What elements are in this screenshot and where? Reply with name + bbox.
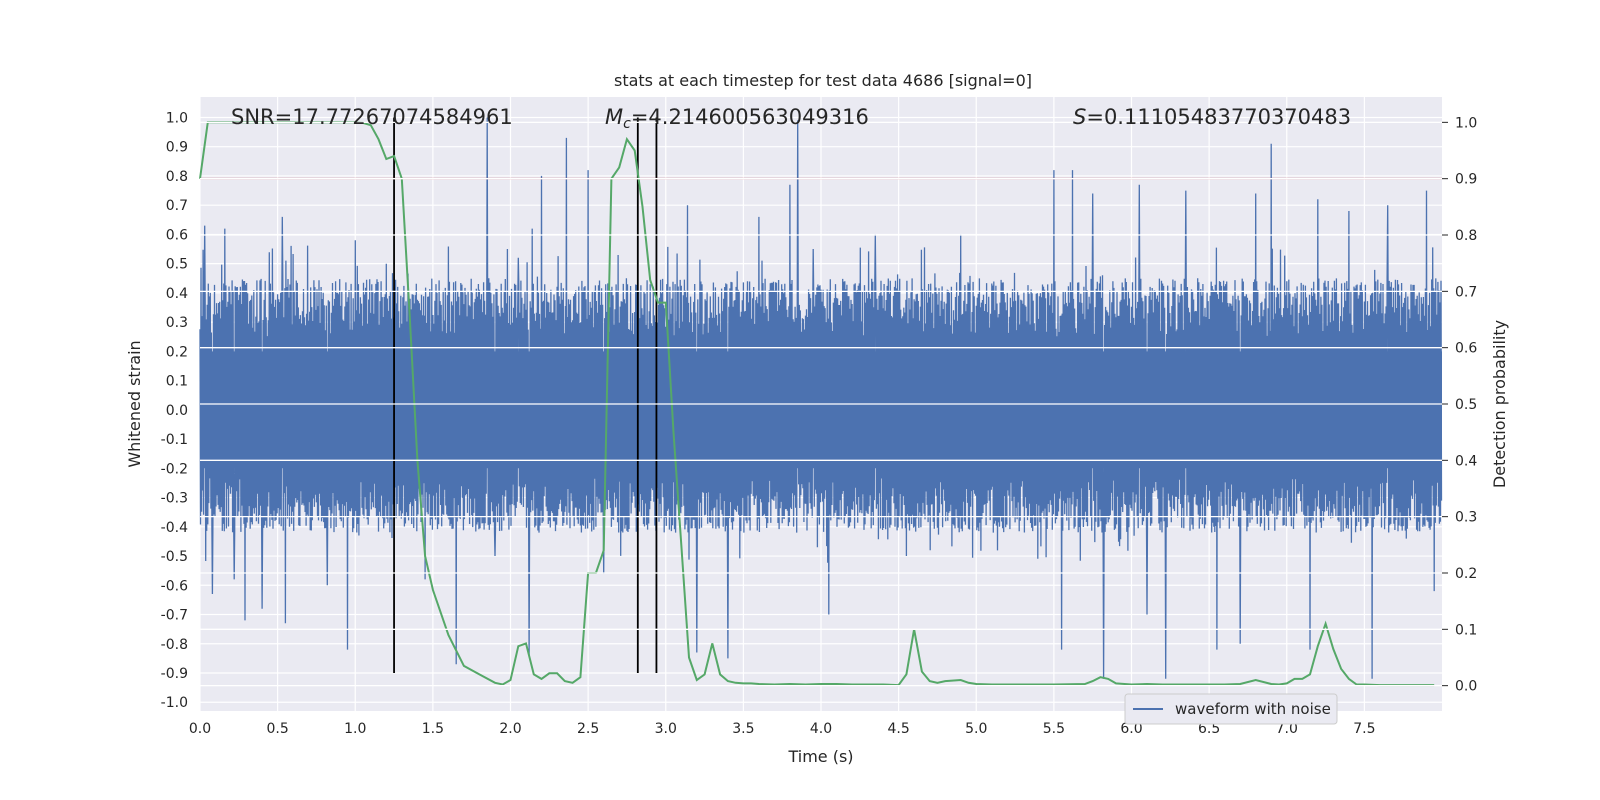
x-tick-label: 4.0 <box>810 721 832 737</box>
s-annotation: S=0.11105483770370483 <box>1073 105 1351 129</box>
y-tick-label: 0.9 <box>166 140 188 156</box>
y-tick-label: 0.0 <box>166 403 188 419</box>
y-tick-label: -0.1 <box>161 432 188 448</box>
y-tick-label: -0.5 <box>161 549 188 565</box>
y2-tick-label: 0.5 <box>1455 397 1477 413</box>
y-tick-label: 0.3 <box>166 315 188 331</box>
y-tick-label: -0.6 <box>161 578 188 594</box>
y-axis-ticks: -1.0 -0.9 -0.8 -0.7 -0.6 -0.5 -0.4 -0.3 -0.2 -0.1… <box>161 110 188 711</box>
x-tick-label: 7.5 <box>1353 721 1375 737</box>
x-tick-label: 5.0 <box>965 721 987 737</box>
x-tick-label: 3.0 <box>655 721 677 737</box>
y2-tick-label: 0.9 <box>1455 172 1477 188</box>
chirp-mass-symbol: M <box>605 105 623 129</box>
y-tick-label: -0.2 <box>161 461 188 477</box>
y-tick-label: 0.6 <box>166 227 188 243</box>
legend: waveform with noise <box>1124 693 1338 725</box>
y-tick-label: 0.7 <box>166 198 188 214</box>
y-tick-label: 0.1 <box>166 374 188 390</box>
y-tick-label: -0.3 <box>161 491 188 507</box>
y2-tick-label: 0.0 <box>1455 679 1477 695</box>
x-tick-label: 7.0 <box>1276 721 1298 737</box>
s-value: =0.11105483770370483 <box>1086 105 1351 129</box>
y2-tick-label: 0.2 <box>1455 566 1477 582</box>
y2-tick-label: 0.3 <box>1455 510 1477 526</box>
y-axis-label: Whitened strain <box>125 340 144 467</box>
y-tick-label: 0.2 <box>166 344 188 360</box>
y-tick-label: -0.4 <box>161 520 188 536</box>
chirp-mass-value: =4.214600563049316 <box>631 105 869 129</box>
y-tick-label: 0.8 <box>166 169 188 185</box>
y2-tick-label: 1.0 <box>1455 115 1477 131</box>
y2-axis-label: Detection probability <box>1490 320 1509 488</box>
x-tick-label: 1.0 <box>344 721 366 737</box>
x-axis-label: Time (s) <box>787 747 853 766</box>
s-symbol: S <box>1073 105 1086 129</box>
x-tick-label: 2.5 <box>577 721 599 737</box>
marker-lines <box>393 117 658 673</box>
legend-box <box>1124 693 1338 725</box>
y-tick-label: -0.7 <box>161 608 188 624</box>
y-tick-label: -0.9 <box>161 666 188 682</box>
chirp-mass-subscript: c <box>623 116 631 132</box>
x-tick-label: 1.5 <box>422 721 444 737</box>
probability-line <box>199 121 1435 687</box>
x-tick-label: 3.5 <box>732 721 754 737</box>
x-tick-label: 0.5 <box>266 721 288 737</box>
snr-annotation: SNR=17.77267074584961 <box>231 105 513 129</box>
chirp-mass-annotation: Mc=4.214600563049316 <box>605 105 869 132</box>
y2-axis-ticks: 0.0 0.1 0.2 0.3 0.4 0.5 0.6 0.7 0.8 0.9 1.0 <box>1442 115 1477 695</box>
legend-label: waveform with noise <box>1175 700 1331 718</box>
x-tick-label: 6.0 <box>1120 721 1142 737</box>
y2-tick-label: 0.4 <box>1455 453 1477 469</box>
waveform-series <box>199 117 1443 679</box>
y2-tick-label: 0.7 <box>1455 284 1477 300</box>
x-tick-label: 2.0 <box>499 721 521 737</box>
detection-probability-series <box>199 121 1435 687</box>
chart-title: stats at each timestep for test data 468… <box>614 71 1032 90</box>
x-axis-ticks: 0.0 0.5 1.0 1.5 2.0 2.5 3.0 3.5 4.0 4.5 5.0 5.5 6.0 6… <box>189 721 1376 737</box>
y-tick-label: 0.5 <box>166 257 188 273</box>
x-tick-label: 0.0 <box>189 721 211 737</box>
y-tick-label: -0.8 <box>161 637 188 653</box>
x-tick-label: 5.5 <box>1043 721 1065 737</box>
y2-tick-label: 0.1 <box>1455 622 1477 638</box>
grid-lines-overlay <box>200 121 1442 687</box>
y-tick-label: 0.4 <box>166 286 188 302</box>
y2-tick-label: 0.6 <box>1455 341 1477 357</box>
y-tick-label: 1.0 <box>166 110 188 126</box>
y-tick-label: -1.0 <box>161 695 188 711</box>
x-tick-label: 4.5 <box>887 721 909 737</box>
x-tick-label: 6.5 <box>1198 721 1220 737</box>
y2-tick-label: 0.8 <box>1455 228 1477 244</box>
waveform-core <box>200 351 1442 469</box>
